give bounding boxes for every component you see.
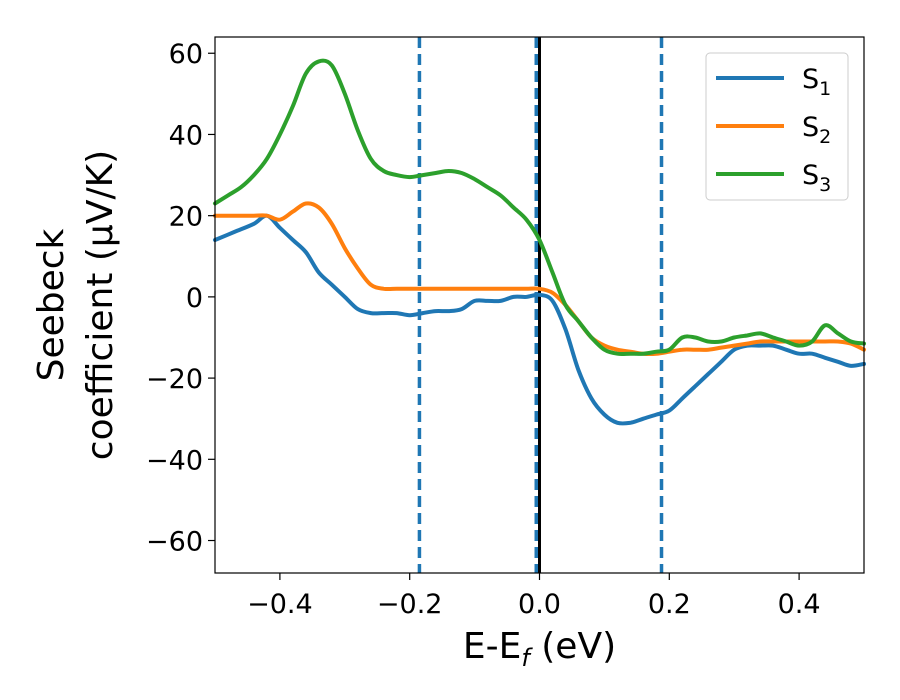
y-tick-label: 0 (186, 283, 203, 314)
x-axis-label: E-Ef (eV) (463, 626, 616, 672)
data-series (213, 58, 866, 426)
legend: S1 S2 S3 (705, 52, 849, 201)
series-line-s1 (213, 213, 866, 426)
y-axis-label: Seebeck coefficient (μV/K) (31, 150, 121, 460)
y-axis-label-line-2: coefficient (μV/K) (80, 150, 121, 460)
y-tick-label: −20 (146, 364, 203, 395)
y-tick-label: −40 (146, 445, 203, 476)
reference-lines (417, 37, 664, 573)
y-tick-label: 20 (169, 202, 203, 233)
series-line-s2 (213, 201, 866, 356)
x-tick-label: 0.4 (778, 589, 821, 620)
y-axis-label-line-1: Seebeck (31, 228, 72, 381)
legend-items: S1 S2 S3 (716, 64, 831, 196)
x-tick-label: 0.2 (648, 589, 691, 620)
legend-label-s3: S3 (802, 160, 831, 196)
series-line-s3 (213, 58, 866, 357)
legend-label-s2: S2 (802, 112, 831, 148)
x-axis-label-tail: (eV) (530, 626, 616, 667)
legend-label-s1: S1 (802, 64, 831, 100)
y-tick-label: 60 (169, 39, 203, 70)
axes: −0.4 −0.2 0.0 0.2 0.4 60 40 20 0 −20 −40 −60 (146, 36, 865, 620)
x-tick-label: −0.2 (377, 589, 443, 620)
x-tick-label: 0.0 (518, 589, 561, 620)
y-tick-label: 40 (169, 120, 203, 151)
x-tick-label: −0.4 (247, 589, 313, 620)
y-tick-label: −60 (146, 527, 203, 558)
x-axis-label-base: E-E (463, 626, 521, 667)
